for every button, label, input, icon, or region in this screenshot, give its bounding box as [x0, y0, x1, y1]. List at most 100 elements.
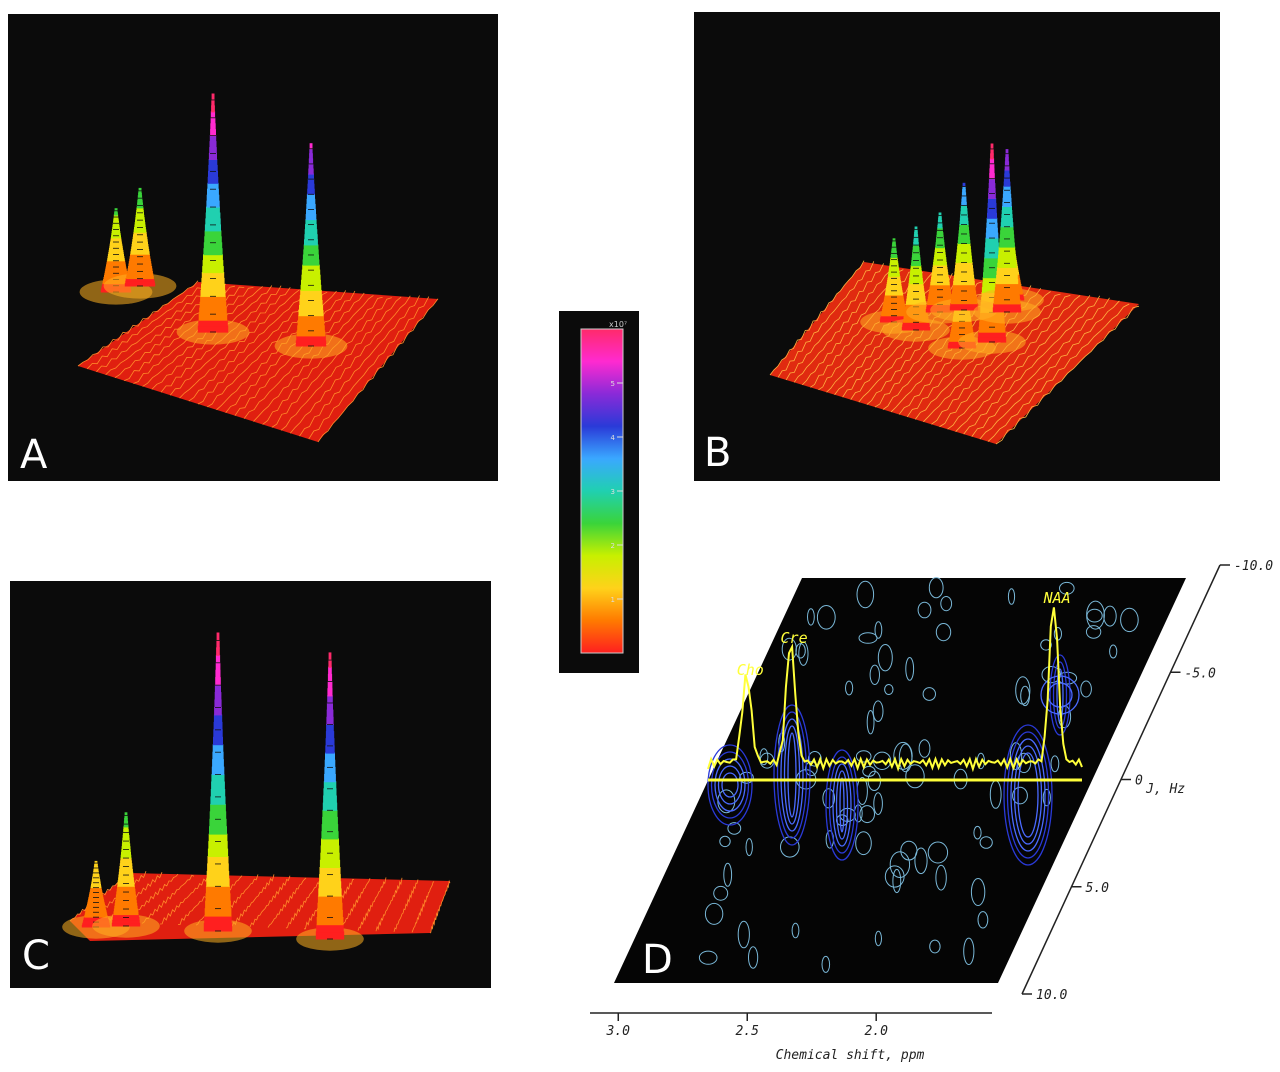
peak [103, 187, 177, 299]
contour-blob [1109, 644, 1118, 659]
contour-ring [828, 756, 856, 854]
ppm-tick-label: 2.5 [735, 1024, 759, 1039]
contour-ring [1049, 654, 1071, 736]
contour-blob [874, 621, 883, 639]
contour-blob [893, 741, 913, 770]
contour-blob [877, 644, 893, 672]
mesh-line [777, 261, 875, 378]
contour-blob [918, 739, 931, 758]
mesh-line [197, 292, 319, 405]
peak [184, 632, 252, 943]
mesh-line [339, 878, 371, 931]
surface-plot-a [77, 93, 439, 443]
contour-blob [914, 847, 928, 875]
mesh-line [939, 295, 1071, 428]
mesh-line [987, 303, 1130, 442]
contour-ring [787, 732, 797, 818]
contour-blob [855, 831, 872, 856]
contour-blob [1085, 625, 1102, 639]
contour-blob [859, 805, 876, 824]
contour-ring [1052, 661, 1068, 729]
surface-base-c [70, 873, 450, 941]
mesh-line [159, 874, 211, 925]
contour-blob [873, 792, 883, 816]
contour-ring [780, 718, 804, 832]
peak [92, 812, 160, 938]
surface-peaks-c [62, 632, 364, 951]
mesh-line [995, 305, 1140, 445]
contour-blob [727, 822, 742, 835]
contour-ring [776, 711, 808, 839]
mesh-line [280, 296, 402, 431]
contour-ring [710, 751, 750, 819]
contour-blob [855, 750, 872, 763]
contour-blob [1041, 666, 1061, 684]
mesh-line [769, 260, 865, 376]
mesh-line [262, 296, 383, 425]
j-tick-label: 0 [1135, 774, 1143, 789]
ppm-tick-label: 3.0 [606, 1024, 631, 1039]
contour-blob [719, 835, 731, 848]
mesh-line [179, 289, 300, 399]
peak-labels: Cho Cre NAA [737, 589, 1071, 679]
contour-ring [1006, 731, 1050, 859]
contour-ring [783, 725, 801, 825]
contour-blob [737, 920, 750, 949]
panel-label-b: B [704, 430, 732, 476]
contour-map [698, 577, 1139, 973]
surface-plot-c [62, 632, 451, 951]
contour-ring [1056, 668, 1064, 722]
mesh-line [249, 875, 291, 928]
mesh-line [947, 295, 1081, 430]
mesh-line [357, 877, 387, 931]
contour-blob [940, 596, 953, 612]
contour-blob [979, 836, 993, 849]
mesh-line [231, 874, 275, 927]
mesh-line [86, 280, 208, 370]
surface-base-a [78, 282, 438, 442]
j-tick-label: 5.0 [1086, 881, 1110, 896]
contour-blob [807, 751, 822, 767]
contour-blob [927, 841, 949, 864]
mesh-line [285, 877, 323, 929]
contour-blob [807, 608, 815, 626]
contour-ring [721, 772, 739, 798]
contour-ring [832, 763, 852, 847]
contour-blob [798, 641, 809, 666]
surface-plot-b [769, 143, 1140, 445]
contour-blob [858, 632, 878, 644]
mesh-line [955, 295, 1091, 432]
contour-blob [905, 764, 925, 789]
mesh-line [271, 297, 392, 428]
panel-label-d: D [642, 937, 673, 983]
contour-blob [973, 825, 982, 840]
peak [973, 149, 1041, 324]
mesh-line [308, 296, 430, 440]
colorbar-tick-label: 3 [611, 488, 615, 496]
contour-blob [872, 700, 884, 722]
contour-ring [773, 704, 811, 846]
mesh-line [96, 281, 217, 373]
mesh-line [411, 881, 435, 933]
contour-blob [821, 955, 831, 973]
surface-peaks-b [860, 143, 1044, 360]
mesh-line [793, 266, 894, 383]
ppm-axis-ticks: 3.53.02.52.0 [477, 1013, 888, 1039]
contour-blob [816, 605, 836, 630]
panel-label-c: C [22, 933, 50, 979]
contour-blob [935, 623, 952, 642]
colorbar-gradient [580, 328, 624, 654]
contour-blob [866, 710, 875, 735]
contour-ring [717, 765, 743, 805]
contour-blob [892, 868, 902, 894]
contour-blob [845, 680, 854, 696]
contour-blob [698, 950, 718, 965]
mesh-line [785, 263, 884, 381]
mesh-line [971, 297, 1110, 437]
peak [274, 143, 348, 359]
ppm-tick-label: 2.0 [864, 1024, 888, 1039]
j-tick-label: -10.0 [1234, 559, 1273, 574]
mesh-line [375, 877, 403, 932]
contour-blob [745, 838, 753, 857]
